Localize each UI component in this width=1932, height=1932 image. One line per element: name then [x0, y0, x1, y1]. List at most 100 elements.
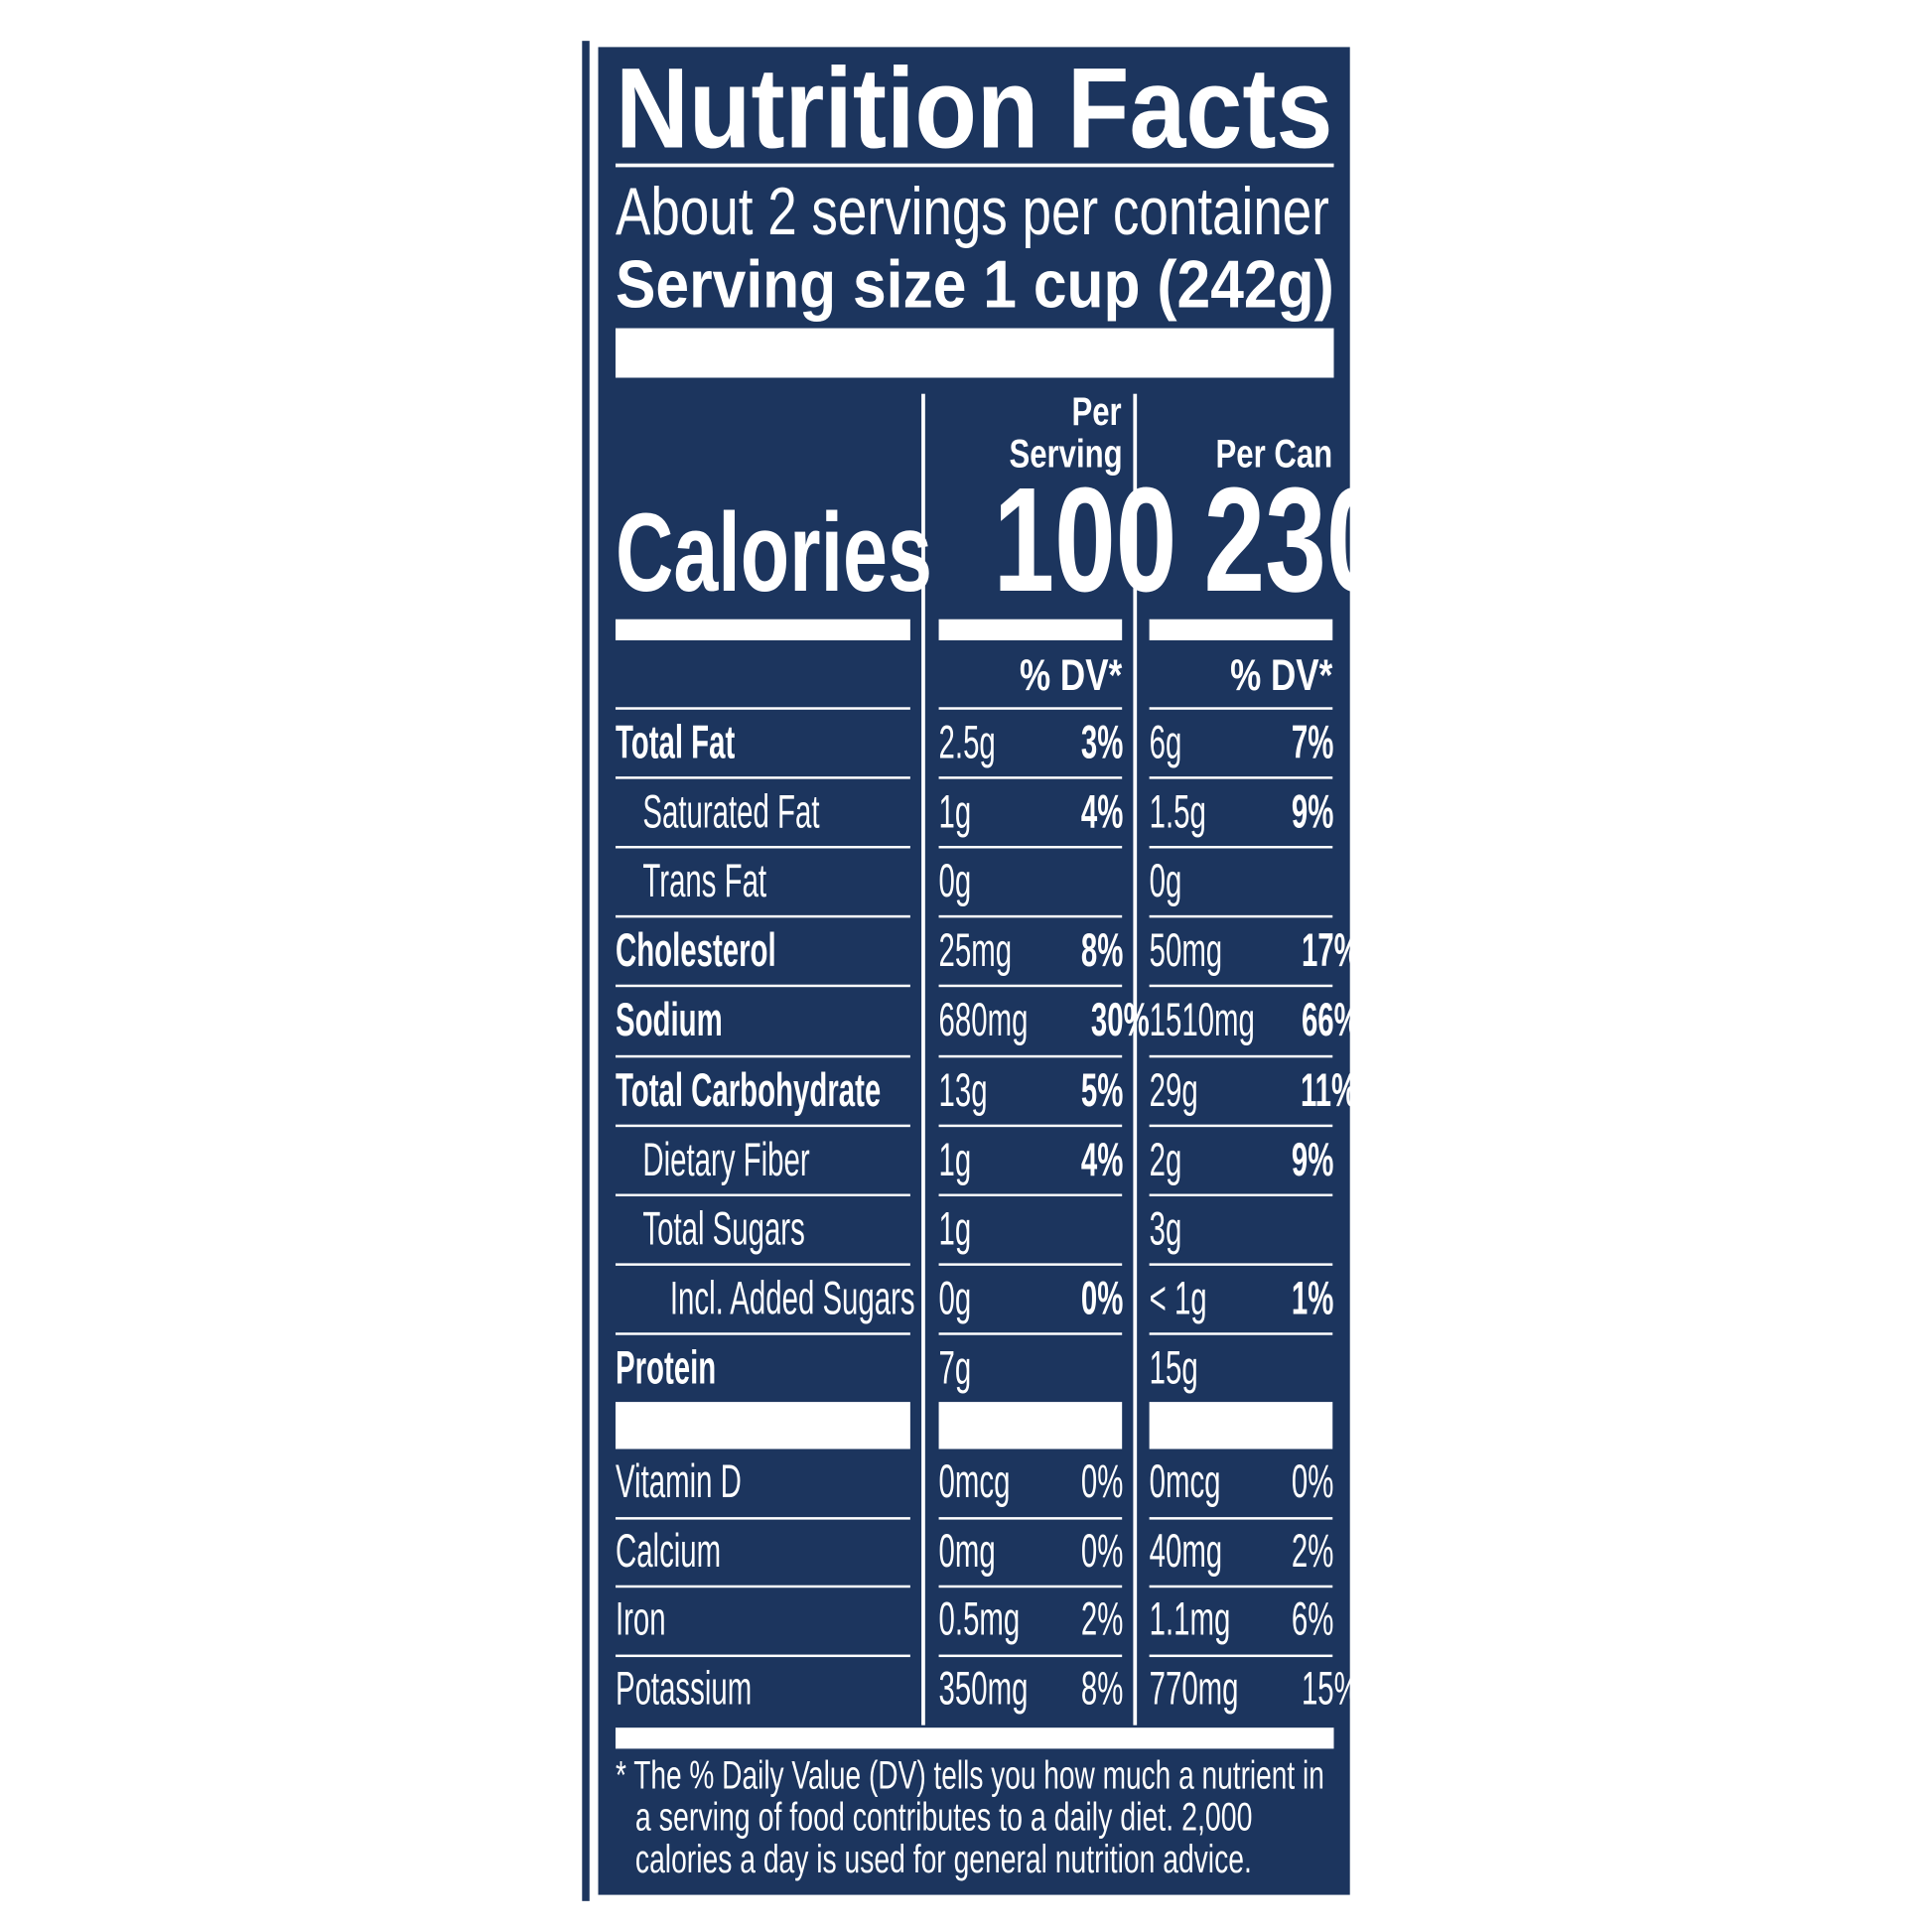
can-amount-vitamin-d-cell: 0mcg	[1150, 1450, 1266, 1516]
can-dv-total-carbohydrate: 11%	[1300, 1064, 1358, 1117]
serving-amount-vitamin-d: 0mcg	[938, 1455, 1011, 1509]
can-amount-incl-added-sugars: < 1g	[1149, 1273, 1207, 1325]
column-divider-2	[1133, 393, 1138, 1725]
per-serving-header-line2-cell: Serving	[929, 432, 1122, 474]
serving-amount-sodium-cell: 680mg	[939, 988, 1055, 1054]
nutrient-name-total-sugars-cell: Total Sugars	[642, 1196, 909, 1263]
can-amount-trans-fat: 0g	[1149, 856, 1182, 908]
nutrient-name-dietary-fiber-cell: Dietary Fiber	[642, 1127, 909, 1193]
row-divider	[1149, 1263, 1333, 1266]
serving-dv-sodium: 30%	[1090, 995, 1150, 1047]
footnote-line-2: a serving of food contributes to a daily…	[634, 1794, 1253, 1840]
serving-dv-saturated-fat-cell: 4%	[1055, 779, 1124, 846]
nutrient-name-total-sugars: Total Sugars	[642, 1203, 805, 1256]
title-cell: Nutrition Facts	[616, 52, 1358, 166]
row-divider	[615, 1193, 910, 1197]
nutrient-name-protein-cell: Protein	[616, 1335, 910, 1402]
per-serving-header-line1: Per	[1071, 388, 1123, 434]
can-amount-dietary-fiber: 2g	[1149, 1134, 1182, 1186]
row-divider	[938, 1654, 1123, 1658]
can-amount-cholesterol-cell: 50mg	[1150, 918, 1266, 985]
footnote-line-2-cell: a serving of food contributes to a daily…	[635, 1796, 1346, 1838]
can-amount-cholesterol: 50mg	[1149, 925, 1223, 978]
serving-dv-cholesterol: 8%	[1080, 925, 1124, 978]
dv-header-can-cell: % DV*	[1140, 649, 1332, 701]
left-border-line	[582, 41, 590, 1901]
can-dv-incl-added-sugars: 1%	[1291, 1273, 1334, 1325]
can-amount-potassium-cell: 770mg	[1150, 1656, 1266, 1722]
calories-label-cell: Calories	[616, 494, 932, 614]
serving-size: Serving size 1 cup (242g)	[615, 247, 1334, 323]
can-dv-iron: 6%	[1291, 1593, 1334, 1646]
serving-dv-total-carbohydrate-cell: 5%	[1055, 1057, 1123, 1124]
can-amount-total-sugars-cell: 3g	[1150, 1196, 1266, 1263]
can-amount-potassium: 770mg	[1149, 1662, 1239, 1716]
title-divider	[615, 163, 1334, 168]
can-dv-vitamin-d: 0%	[1291, 1455, 1334, 1509]
row-divider	[615, 914, 910, 918]
serving-dv-potassium: 8%	[1080, 1662, 1124, 1716]
serving-dv-vitamin-d-cell: 0%	[1055, 1450, 1123, 1516]
thick-bar-bottom	[615, 1727, 1334, 1749]
nutrient-name-total-carbohydrate: Total Carbohydrate	[615, 1064, 882, 1117]
row-divider	[615, 1332, 910, 1335]
serving-amount-trans-fat: 0g	[938, 856, 972, 908]
calories-per-serving-cell: 100	[929, 466, 1177, 615]
nutrient-name-protein: Protein	[615, 1342, 717, 1395]
serving-amount-calcium-cell: 0mg	[939, 1519, 1055, 1585]
row-divider	[1149, 1054, 1333, 1058]
calories-per-can: 230	[1203, 457, 1388, 623]
serving-dv-sodium-cell: 30%	[1055, 988, 1150, 1054]
row-divider	[1149, 1654, 1333, 1658]
row-divider	[1149, 1517, 1333, 1520]
serving-dv-saturated-fat: 4%	[1080, 786, 1124, 839]
nutrient-name-potassium: Potassium	[615, 1662, 753, 1716]
thick-bar-top	[615, 328, 1334, 378]
calories-bar-label	[615, 619, 910, 640]
row-divider	[1149, 1332, 1333, 1335]
nutrient-name-cholesterol-cell: Cholesterol	[616, 918, 910, 985]
nutrient-name-saturated-fat: Saturated Fat	[642, 786, 820, 839]
row-divider	[1149, 1193, 1333, 1197]
can-dv-total-fat: 7%	[1291, 717, 1334, 769]
can-dv-dietary-fiber: 9%	[1291, 1134, 1334, 1186]
can-amount-total-carbohydrate: 29g	[1149, 1064, 1198, 1117]
serving-dv-calcium: 0%	[1080, 1525, 1124, 1578]
serving-amount-total-carbohydrate: 13g	[938, 1064, 988, 1117]
nutrient-name-vitamin-d: Vitamin D	[615, 1455, 742, 1509]
can-amount-sodium-cell: 1510mg	[1150, 988, 1266, 1054]
column-divider-1	[921, 393, 925, 1725]
serving-amount-saturated-fat-cell: 1g	[939, 779, 1055, 846]
title: Nutrition Facts	[615, 46, 1333, 173]
serving-amount-incl-added-sugars-cell: 0g	[939, 1266, 1055, 1332]
nutrient-name-trans-fat-cell: Trans Fat	[642, 849, 909, 915]
row-divider	[938, 1517, 1123, 1520]
can-dv-vitamin-d-cell: 0%	[1266, 1450, 1334, 1516]
per-serving-header-line1-cell: Per	[929, 388, 1123, 434]
serving-dv-total-fat: 3%	[1080, 717, 1124, 769]
can-amount-total-carbohydrate-cell: 29g	[1150, 1057, 1266, 1124]
footnote-line-1-cell: * The % Daily Value (DV) tells you how m…	[616, 1753, 1346, 1795]
can-dv-total-carbohydrate-cell: 11%	[1266, 1057, 1357, 1124]
servings-per-container: About 2 servings per container	[615, 174, 1329, 249]
serving-amount-vitamin-d-cell: 0mcg	[939, 1450, 1055, 1516]
serving-amount-cholesterol: 25mg	[938, 925, 1013, 978]
can-amount-total-fat-cell: 6g	[1150, 710, 1266, 776]
can-dv-calcium: 2%	[1291, 1525, 1334, 1578]
serving-dv-incl-added-sugars-cell: 0%	[1055, 1266, 1123, 1332]
serving-dv-protein-cell	[1055, 1335, 1122, 1402]
footnote-line-3: calories a day is used for general nutri…	[634, 1836, 1252, 1881]
serving-amount-incl-added-sugars: 0g	[938, 1273, 972, 1325]
can-dv-incl-added-sugars-cell: 1%	[1266, 1266, 1334, 1332]
calories-bar-can	[1149, 619, 1333, 640]
row-divider	[615, 1517, 910, 1520]
can-amount-protein: 15g	[1149, 1342, 1198, 1395]
nutrient-name-vitamin-d-cell: Vitamin D	[616, 1450, 910, 1516]
row-divider	[938, 776, 1123, 779]
vitamin-bar-can	[1149, 1402, 1333, 1449]
can-dv-total-sugars-cell	[1266, 1196, 1332, 1263]
can-dv-potassium: 15%	[1301, 1662, 1360, 1716]
serving-dv-total-fat-cell: 3%	[1055, 710, 1124, 776]
row-divider	[938, 707, 1123, 710]
